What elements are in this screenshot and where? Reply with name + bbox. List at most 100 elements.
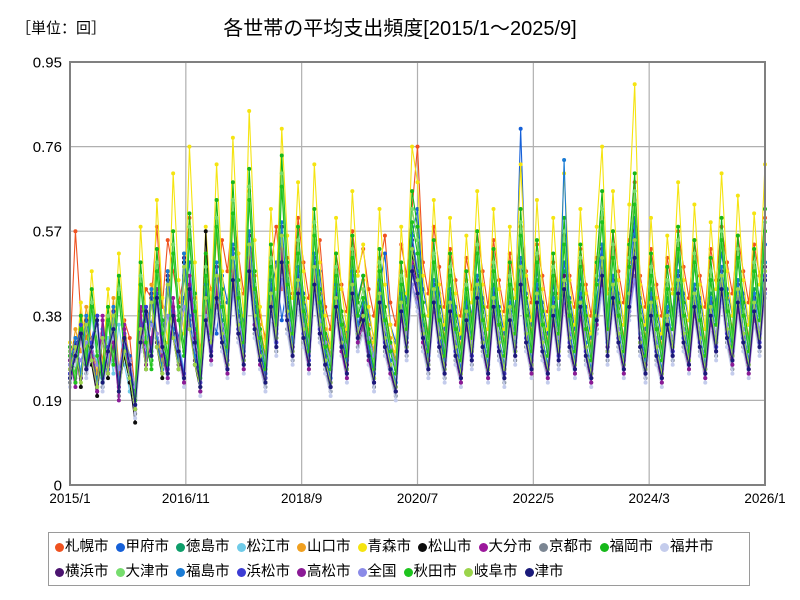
data-point-marker <box>719 229 724 234</box>
data-point-marker <box>328 393 333 398</box>
legend-marker-icon <box>115 568 125 577</box>
legend-item[interactable]: 山口市 <box>297 540 351 555</box>
legend-marker-icon <box>357 543 367 552</box>
data-point-marker <box>518 233 523 238</box>
data-point-marker <box>507 304 512 309</box>
legend-item[interactable]: 札幌市 <box>55 540 109 555</box>
y-axis-ticks: 0.95 0.76 0.57 0.38 0.19 0 <box>33 55 62 495</box>
legend-item[interactable]: 京都市 <box>539 540 593 555</box>
data-point-marker <box>317 331 322 336</box>
data-point-marker <box>323 371 328 376</box>
data-point-marker <box>214 331 219 336</box>
data-point-marker <box>545 371 550 376</box>
legend-item[interactable]: 大分市 <box>478 540 532 555</box>
y-axis-tick-label: 0.95 <box>33 55 62 72</box>
data-point-marker <box>431 198 436 203</box>
data-point-marker <box>312 220 317 225</box>
legend-item-label: 徳島市 <box>186 539 230 555</box>
data-point-marker <box>372 389 377 394</box>
data-point-marker <box>415 224 420 229</box>
data-point-marker <box>247 269 252 274</box>
data-point-marker <box>752 260 757 265</box>
data-point-marker <box>350 282 355 287</box>
data-point-marker <box>681 313 686 318</box>
legend-item[interactable]: 徳島市 <box>176 540 230 555</box>
data-point-marker <box>306 362 311 367</box>
legend-item-label: 山口市 <box>307 539 351 555</box>
data-point-marker <box>551 251 556 256</box>
data-point-marker <box>610 282 615 287</box>
data-point-marker <box>323 313 328 318</box>
data-point-marker <box>182 251 187 256</box>
data-point-marker <box>171 251 176 256</box>
data-point-marker <box>600 220 605 225</box>
data-point-marker <box>296 278 301 283</box>
data-point-marker <box>78 313 83 318</box>
legend-item[interactable]: 福島市 <box>176 565 230 580</box>
legend-marker-icon <box>115 543 125 552</box>
y-axis-tick-label: 0.19 <box>33 393 62 410</box>
legend-item[interactable]: 甲府市 <box>115 540 169 555</box>
data-point-marker <box>306 371 311 376</box>
legend-item[interactable]: 浜松市 <box>236 565 290 580</box>
legend-marker-icon <box>403 568 413 577</box>
data-point-marker <box>719 171 724 176</box>
data-point-marker <box>692 202 697 207</box>
data-point-marker <box>420 349 425 354</box>
data-point-marker <box>665 264 670 269</box>
legend-item[interactable]: 津市 <box>524 565 564 580</box>
legend-item[interactable]: 福井市 <box>660 540 714 555</box>
data-point-marker <box>214 260 219 265</box>
data-point-marker <box>545 380 550 385</box>
legend-item[interactable]: 福岡市 <box>599 540 653 555</box>
data-point-marker <box>746 367 751 372</box>
data-point-marker <box>610 295 615 300</box>
data-point-marker <box>89 287 94 292</box>
legend-item[interactable]: 岐阜市 <box>464 565 518 580</box>
data-point-marker <box>692 238 697 243</box>
data-point-marker <box>230 278 235 283</box>
data-point-marker <box>714 358 719 363</box>
data-point-marker <box>464 309 469 314</box>
data-point-marker <box>665 322 670 327</box>
legend-item[interactable]: 高松市 <box>297 565 351 580</box>
data-point-marker <box>312 233 317 238</box>
data-point-marker <box>323 344 328 349</box>
data-point-marker <box>621 371 626 376</box>
data-point-marker <box>247 198 252 203</box>
data-point-marker <box>214 162 219 167</box>
legend-item[interactable]: 全国 <box>357 565 397 580</box>
data-point-marker <box>524 340 529 345</box>
data-point-marker <box>420 313 425 318</box>
data-point-marker <box>594 282 599 287</box>
data-point-marker <box>741 278 746 283</box>
data-point-marker <box>203 264 208 269</box>
data-point-marker <box>534 291 539 296</box>
legend-item[interactable]: 松山市 <box>418 540 472 555</box>
data-point-marker <box>198 389 203 394</box>
data-point-marker <box>692 304 697 309</box>
data-point-marker <box>556 367 561 372</box>
data-point-marker <box>279 233 284 238</box>
data-point-marker <box>149 282 154 287</box>
data-point-marker <box>638 353 643 358</box>
data-point-marker <box>502 385 507 390</box>
data-point-marker <box>507 260 512 265</box>
legend-item[interactable]: 秋田市 <box>403 565 457 580</box>
legend-item[interactable]: 松江市 <box>236 540 290 555</box>
legend-item[interactable]: 青森市 <box>357 540 411 555</box>
data-point-marker <box>410 144 415 149</box>
data-point-marker <box>138 273 143 278</box>
data-point-marker <box>149 287 154 292</box>
data-point-marker <box>230 255 235 260</box>
data-point-marker <box>382 353 387 358</box>
data-point-marker <box>415 278 420 283</box>
data-point-marker <box>176 367 181 372</box>
data-point-marker <box>475 229 480 234</box>
legend-item[interactable]: 大津市 <box>115 565 169 580</box>
data-point-marker <box>182 304 187 309</box>
data-point-marker <box>480 318 485 323</box>
data-point-marker <box>296 291 301 296</box>
legend-item[interactable]: 横浜市 <box>55 565 109 580</box>
data-point-marker <box>73 344 78 349</box>
